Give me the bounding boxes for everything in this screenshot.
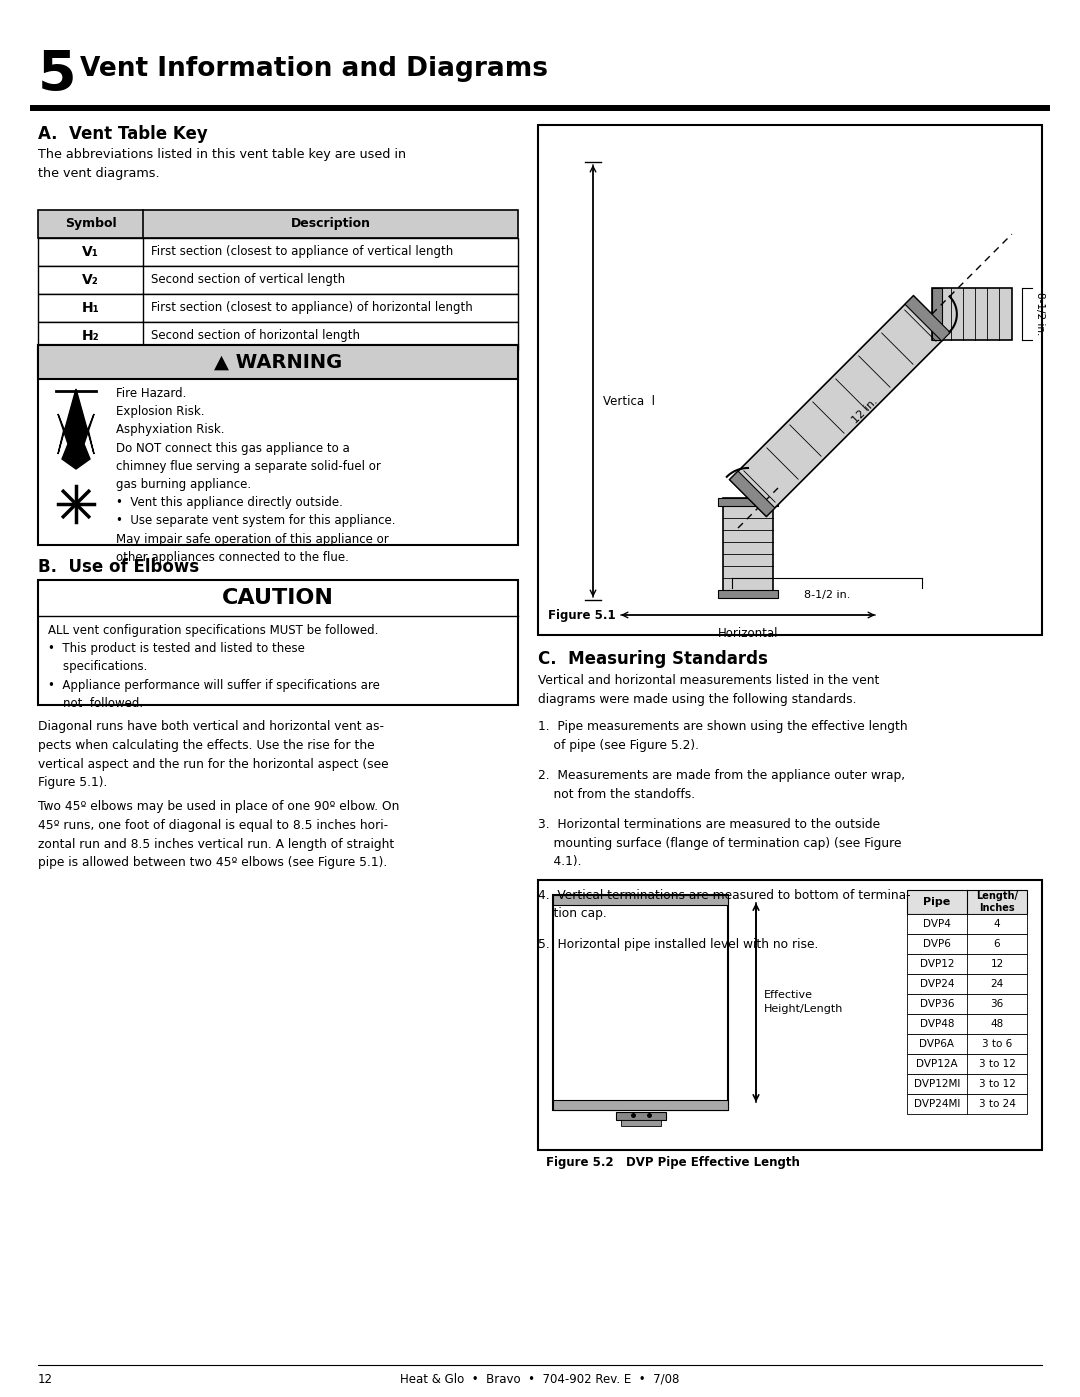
Bar (907, 995, 1027, 1014)
Text: Figure 5.2   DVP Pipe Effective Length: Figure 5.2 DVP Pipe Effective Length (546, 1155, 800, 1169)
Bar (907, 974, 1027, 995)
Polygon shape (905, 296, 950, 341)
Text: DVP48: DVP48 (920, 1018, 955, 1030)
Text: First section (closest to appliance of vertical length: First section (closest to appliance of v… (151, 246, 454, 258)
Text: 24: 24 (990, 979, 1003, 989)
Text: Second section of horizontal length: Second section of horizontal length (151, 330, 360, 342)
Text: A.  Vent Table Key: A. Vent Table Key (38, 124, 207, 142)
Bar (38, 293, 518, 321)
Text: Pipe: Pipe (923, 897, 950, 907)
Bar (718, 590, 778, 598)
Text: Horizontal: Horizontal (718, 627, 779, 640)
Text: Heat & Glo  •  Bravo  •  704-902 Rev. E  •  7/08: Heat & Glo • Bravo • 704-902 Rev. E • 7/… (401, 1373, 679, 1386)
Text: V₁: V₁ (82, 244, 99, 258)
Bar (38, 345, 518, 545)
Bar (38, 210, 518, 237)
Text: 4.  Vertical terminations are measured to bottom of termina-
    tion cap.: 4. Vertical terminations are measured to… (538, 888, 910, 921)
Text: 12 in.: 12 in. (850, 397, 879, 426)
Text: 36: 36 (990, 999, 1003, 1009)
Text: Length/
Inches: Length/ Inches (976, 891, 1018, 912)
Bar (553, 1099, 728, 1111)
Polygon shape (58, 388, 94, 469)
Text: H₁: H₁ (82, 300, 99, 314)
Text: DVP12MI: DVP12MI (914, 1078, 960, 1090)
Text: 6: 6 (994, 939, 1000, 949)
Bar (38, 321, 518, 351)
Text: DVP24MI: DVP24MI (914, 1099, 960, 1109)
Text: 3 to 12: 3 to 12 (978, 1059, 1015, 1069)
Bar (616, 1112, 665, 1120)
Text: C.  Measuring Standards: C. Measuring Standards (538, 650, 768, 668)
Text: DVP24: DVP24 (920, 979, 955, 989)
Bar (907, 954, 1027, 974)
Text: DVP6A: DVP6A (919, 1039, 955, 1049)
Bar (907, 1034, 1027, 1053)
Text: 4: 4 (994, 919, 1000, 929)
Text: 5: 5 (38, 47, 77, 102)
Text: 1.  Pipe measurements are shown using the effective length
    of pipe (see Figu: 1. Pipe measurements are shown using the… (538, 719, 907, 752)
Text: Vertica  l: Vertica l (603, 395, 654, 408)
Text: Vent Information and Diagrams: Vent Information and Diagrams (80, 56, 548, 82)
Text: Symbol: Symbol (65, 218, 117, 231)
Text: Two 45º elbows may be used in place of one 90º elbow. On
45º runs, one foot of d: Two 45º elbows may be used in place of o… (38, 800, 400, 869)
Bar (553, 895, 728, 905)
Text: CAUTION: CAUTION (222, 588, 334, 608)
Bar (30, 105, 1050, 110)
Bar (38, 345, 518, 379)
Text: 3 to 24: 3 to 24 (978, 1099, 1015, 1109)
Text: ▲ WARNING: ▲ WARNING (214, 352, 342, 372)
Text: 48: 48 (990, 1018, 1003, 1030)
Text: 12: 12 (990, 958, 1003, 970)
Text: 8-1/2 in.: 8-1/2 in. (1035, 292, 1044, 335)
Polygon shape (730, 471, 774, 517)
Bar (38, 580, 518, 705)
Text: V₂: V₂ (82, 272, 99, 286)
Text: Diagonal runs have both vertical and horizontal vent as-
pects when calculating : Diagonal runs have both vertical and hor… (38, 719, 389, 789)
Bar (38, 265, 518, 293)
Polygon shape (730, 296, 950, 517)
Text: Second section of vertical length: Second section of vertical length (151, 274, 346, 286)
Bar (907, 890, 1027, 914)
Text: Effective
Height/Length: Effective Height/Length (764, 990, 843, 1014)
Bar (932, 288, 1012, 339)
Text: 3.  Horizontal terminations are measured to the outside
    mounting surface (fl: 3. Horizontal terminations are measured … (538, 819, 902, 868)
Bar (932, 288, 942, 339)
Text: DVP12: DVP12 (920, 958, 955, 970)
Bar (553, 895, 728, 1111)
Text: DVP12A: DVP12A (916, 1059, 958, 1069)
Bar (538, 880, 1042, 1150)
Text: Description: Description (291, 218, 370, 231)
Bar (907, 1094, 1027, 1113)
Text: ALL vent configuration specifications MUST be followed.
•  This product is teste: ALL vent configuration specifications MU… (48, 624, 380, 710)
Bar (907, 914, 1027, 935)
Text: Figure 5.1: Figure 5.1 (548, 609, 616, 622)
Text: 3 to 12: 3 to 12 (978, 1078, 1015, 1090)
Text: H₂: H₂ (82, 330, 99, 344)
Bar (718, 497, 778, 506)
Bar (907, 1074, 1027, 1094)
Bar (907, 935, 1027, 954)
Bar (907, 1014, 1027, 1034)
Text: DVP36: DVP36 (920, 999, 955, 1009)
Bar (907, 1053, 1027, 1074)
Text: First section (closest to appliance) of horizontal length: First section (closest to appliance) of … (151, 302, 473, 314)
Text: B.  Use of Elbows: B. Use of Elbows (38, 557, 199, 576)
Bar (723, 497, 773, 598)
Text: DVP4: DVP4 (923, 919, 950, 929)
Text: Fire Hazard.
Explosion Risk.
Asphyxiation Risk.
Do NOT connect this gas applianc: Fire Hazard. Explosion Risk. Asphyxiatio… (116, 387, 395, 564)
Text: 2.  Measurements are made from the appliance outer wrap,
    not from the stando: 2. Measurements are made from the applia… (538, 768, 905, 800)
Text: 8-1/2 in.: 8-1/2 in. (804, 590, 850, 599)
Text: The abbreviations listed in this vent table key are used in
the vent diagrams.: The abbreviations listed in this vent ta… (38, 148, 406, 180)
Text: 12: 12 (38, 1373, 53, 1386)
Bar (38, 237, 518, 265)
Bar (621, 1120, 661, 1126)
Text: DVP6: DVP6 (923, 939, 950, 949)
Text: Vertical and horizontal measurements listed in the vent
diagrams were made using: Vertical and horizontal measurements lis… (538, 673, 879, 705)
Bar (538, 124, 1042, 636)
Text: 3 to 6: 3 to 6 (982, 1039, 1012, 1049)
Text: 5.  Horizontal pipe installed level with no rise.: 5. Horizontal pipe installed level with … (538, 937, 819, 951)
